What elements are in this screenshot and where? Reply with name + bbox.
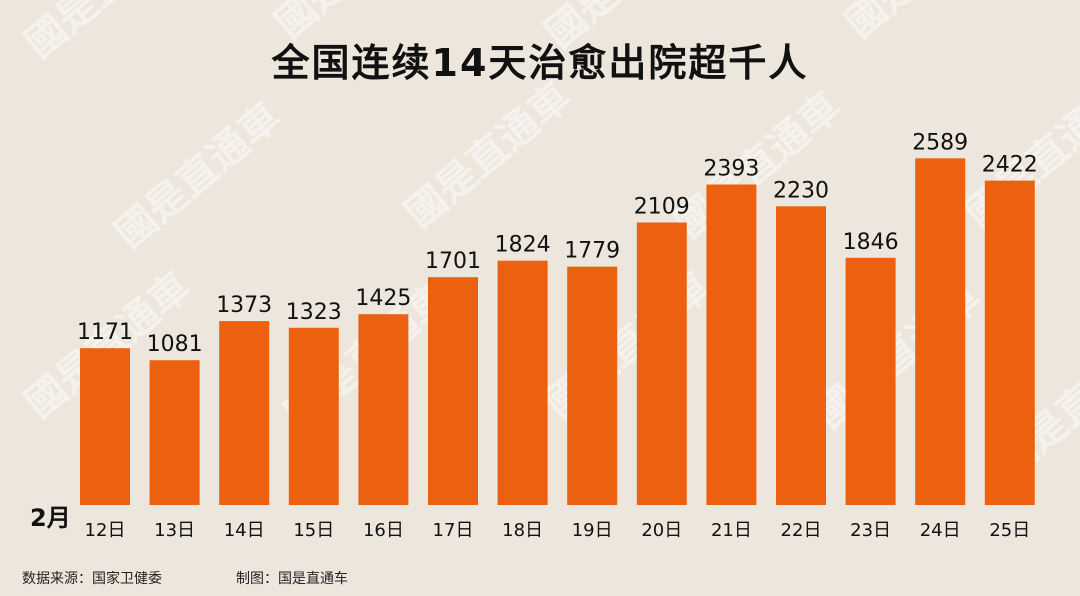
x-tick-label: 18日 xyxy=(502,520,543,541)
bar-20日 xyxy=(636,222,687,505)
x-tick-label: 16日 xyxy=(363,520,404,541)
x-tick-label: 25日 xyxy=(989,520,1030,541)
bar-value-label: 1323 xyxy=(286,300,342,325)
bar-25日 xyxy=(984,180,1035,505)
x-tick-label: 21日 xyxy=(711,520,752,541)
bar-value-label: 1081 xyxy=(147,332,203,357)
bar-21日 xyxy=(706,184,757,505)
bar-value-label: 1701 xyxy=(425,249,481,274)
x-tick-label: 23日 xyxy=(850,520,891,541)
month-label: 2月 xyxy=(30,504,71,532)
bar-value-label: 2109 xyxy=(634,195,690,220)
x-tick-label: 14日 xyxy=(224,520,265,541)
bar-value-label: 1171 xyxy=(77,320,133,345)
bar-13日 xyxy=(149,360,200,505)
chart-maker-note: 制图：国是直通车 xyxy=(236,571,348,587)
bar-19日 xyxy=(567,266,618,505)
bar-18日 xyxy=(497,260,548,505)
bar-24日 xyxy=(915,158,966,506)
bar-value-label: 2230 xyxy=(773,178,829,203)
bar-value-label: 1824 xyxy=(495,233,551,258)
bar-value-label: 1779 xyxy=(564,239,620,264)
bar-23日 xyxy=(845,257,896,505)
bar-value-label: 2422 xyxy=(982,153,1038,178)
bar-22日 xyxy=(776,206,826,506)
bar-17日 xyxy=(428,277,478,505)
bar-14日 xyxy=(219,321,270,505)
bar-value-label: 1373 xyxy=(216,293,272,318)
chart-title: 全国连续14天治愈出院超千人 xyxy=(271,41,809,85)
x-tick-label: 20日 xyxy=(641,520,682,541)
bar-value-label: 2589 xyxy=(912,130,968,155)
bar-value-label: 1425 xyxy=(355,286,411,311)
bar-16日 xyxy=(358,314,409,505)
bar-value-label: 1846 xyxy=(843,230,899,255)
x-tick-label: 13日 xyxy=(154,520,195,541)
bar-15日 xyxy=(288,327,339,505)
data-source-note: 数据来源：国家卫健委 xyxy=(22,571,162,587)
x-tick-label: 19日 xyxy=(572,520,613,541)
bar-12日 xyxy=(80,348,130,505)
x-tick-label: 22日 xyxy=(781,520,822,541)
x-tick-label: 24日 xyxy=(920,520,961,541)
bar-value-label: 2393 xyxy=(703,157,759,182)
x-tick-label: 15日 xyxy=(293,520,334,541)
x-tick-label: 17日 xyxy=(433,520,474,541)
x-tick-label: 12日 xyxy=(85,520,126,541)
